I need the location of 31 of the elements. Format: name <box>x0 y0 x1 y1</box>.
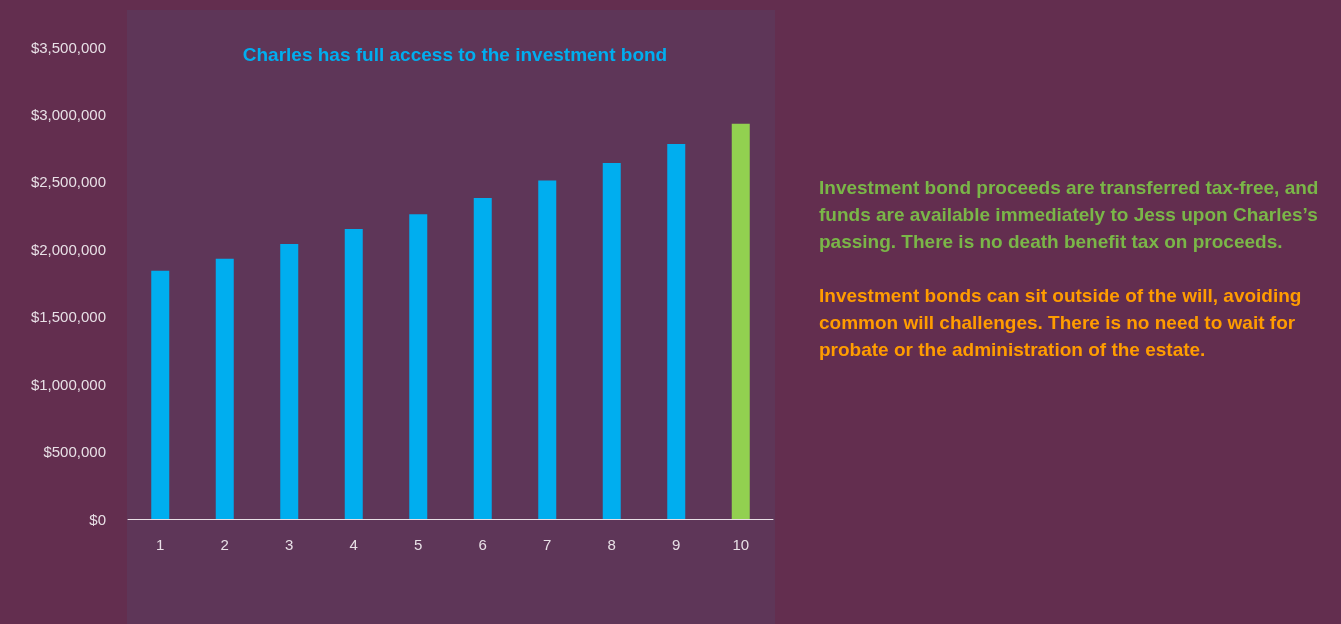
bar <box>731 123 750 519</box>
bar <box>344 229 363 519</box>
text: Investment bonds can sit outside of the will, avoiding common will challenges. There is no need to wait for probate or the administration of the estate. <box>819 284 1303 362</box>
x-tick-label: 8 <box>607 536 616 553</box>
text: Investment bond proceeds are transferred tax-free, and funds are available immediately to Jess upon Charles’s passing. There is no death benefit tax on proceeds. <box>819 176 1320 254</box>
bar <box>538 180 557 519</box>
bar <box>667 144 686 519</box>
x-tick-label: 7 <box>543 536 552 553</box>
y-tick-label: $1,000,000 <box>30 375 106 393</box>
x-tick-label: 2 <box>220 536 229 553</box>
x-tick-label: 1 <box>156 536 165 553</box>
bar <box>602 162 621 519</box>
y-tick-label: $3,500,000 <box>30 38 106 56</box>
x-tick-label: 6 <box>478 536 487 553</box>
y-tick-label: $500,000 <box>43 443 106 461</box>
y-tick-label: $2,500,000 <box>30 173 106 191</box>
x-tick-label: 9 <box>672 536 681 553</box>
x-tick-label: 3 <box>285 536 294 553</box>
y-tick-label: $0 <box>89 510 106 528</box>
x-tick-label: 4 <box>349 536 358 553</box>
x-tick-label: 5 <box>414 536 423 553</box>
bar <box>473 198 492 519</box>
y-tick-label: $2,000,000 <box>30 240 106 258</box>
y-tick-label: $3,000,000 <box>30 105 106 123</box>
bar <box>409 214 428 519</box>
chart-title: Charles has full access to the investment bond <box>242 44 668 65</box>
bar <box>280 243 299 519</box>
x-tick-label: 10 <box>732 536 750 553</box>
bar <box>151 270 170 519</box>
y-tick-label: $1,500,000 <box>30 308 106 326</box>
bar <box>215 258 234 519</box>
